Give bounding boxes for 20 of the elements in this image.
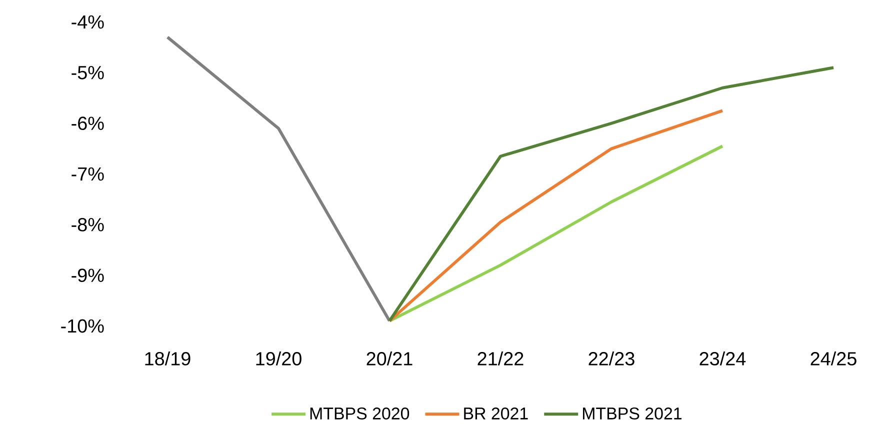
x-tick-label: 23/24 — [700, 352, 746, 366]
y-tick-label: -6% — [72, 116, 104, 130]
y-tick-label: -4% — [72, 15, 104, 29]
y-tick-label: -8% — [72, 218, 104, 232]
legend-label: MTBPS 2020 — [310, 407, 410, 420]
y-tick-label: -7% — [72, 167, 104, 181]
x-tick-label: 19/20 — [256, 352, 302, 366]
line-series — [388, 144, 724, 322]
legend-label: MTBPS 2021 — [583, 407, 682, 420]
legend-label: BR 2021 — [464, 407, 528, 420]
y-tick-label: -5% — [72, 66, 104, 80]
x-tick-label: 21/22 — [478, 352, 524, 366]
y-tick-label: -9% — [72, 268, 104, 282]
line-series — [388, 66, 835, 322]
x-tick-label: 22/23 — [588, 352, 634, 366]
y-tick-label: -10% — [61, 319, 104, 333]
line-series — [388, 109, 724, 322]
x-tick-label: 24/25 — [810, 352, 856, 366]
x-tick-label: 18/19 — [145, 352, 190, 366]
x-tick-label: 20/21 — [366, 352, 412, 366]
